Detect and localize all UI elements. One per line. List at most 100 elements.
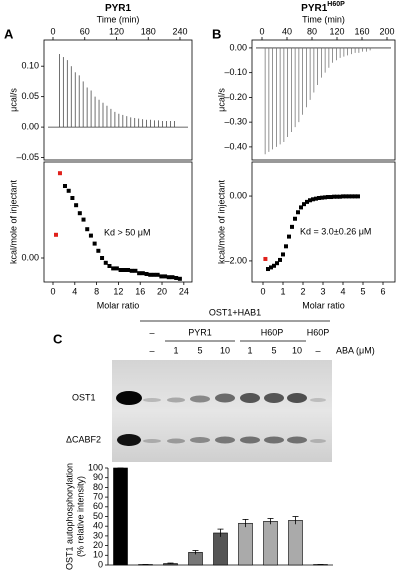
data-point (356, 194, 360, 198)
gel (112, 360, 332, 462)
y-tick-label: –0.05 (16, 152, 39, 162)
y-tick-label: 0.00 (21, 252, 39, 262)
plot-frame (252, 40, 395, 160)
y-axis-label: μcal/s (216, 88, 226, 112)
data-point (148, 273, 152, 277)
gel-group: H60P (307, 327, 330, 337)
y-axis-label: kcal/mole of injectant (216, 179, 226, 264)
y-tick-label: 80 (93, 482, 103, 492)
x-axis-label: Molar ratio (97, 300, 140, 310)
data-point (133, 269, 137, 273)
aba-dose: – (149, 345, 154, 355)
chart-title: PYR1H60P (301, 1, 345, 14)
y-tick-label: 0.00 (21, 121, 39, 131)
aba-dose: 5 (271, 345, 276, 355)
data-point (78, 211, 82, 215)
title-superscript: H60P (327, 1, 345, 8)
data-point (107, 264, 111, 268)
data-point (159, 274, 163, 278)
y-tick-label: 70 (93, 491, 103, 501)
data-point (156, 273, 160, 277)
data-point (293, 217, 297, 221)
data-point (82, 218, 86, 222)
plot-frame (44, 40, 192, 160)
band-label: OST1 (72, 392, 96, 402)
y-tick-label: 0.00 (229, 190, 247, 200)
data-point (296, 210, 300, 214)
y-tick-label: 0.10 (21, 61, 39, 71)
data-point (58, 171, 62, 175)
x-tick-label: 160 (354, 26, 369, 36)
bar (214, 533, 228, 565)
data-point (290, 225, 294, 229)
x-tick-label: 4 (72, 286, 77, 296)
aba-dose: 10 (292, 345, 302, 355)
y-tick-label: –0.30 (224, 117, 247, 127)
x-tick-label: 24 (179, 286, 189, 296)
gel-group: H60P (261, 327, 284, 337)
x-tick-label: 200 (379, 26, 394, 36)
panel-letter: C (53, 331, 63, 346)
plot-frame (44, 162, 192, 282)
annotation: Kd > 50 μM (104, 227, 150, 237)
x-tick-label: 180 (141, 26, 156, 36)
x-tick-label: 6 (380, 286, 385, 296)
bar (239, 523, 253, 565)
data-point (130, 269, 134, 273)
x-tick-label: 8 (94, 286, 99, 296)
data-point (96, 249, 100, 253)
aba-dose: 1 (173, 345, 178, 355)
data-point (104, 261, 108, 265)
y-tick-label: 20 (93, 540, 103, 550)
y-tick-label: 10 (93, 550, 103, 560)
aba-dose: – (315, 345, 320, 355)
y-tick-label: –0.40 (224, 141, 247, 151)
y-tick-label: 60 (93, 501, 103, 511)
title-text: PYR1 (301, 3, 328, 14)
y-tick-label: 0.05 (21, 91, 39, 101)
x-tick-label: 120 (329, 26, 344, 36)
x-tick-label: 4 (340, 286, 345, 296)
data-point (74, 203, 78, 207)
x-tick-label: 60 (80, 26, 90, 36)
data-point (170, 275, 174, 279)
band-label: ΔCABF2 (66, 434, 101, 444)
panel-letter: A (4, 26, 14, 41)
data-point (119, 268, 123, 272)
gel-group: – (149, 327, 154, 337)
x-tick-label: 80 (307, 26, 317, 36)
y-tick-label: 90 (93, 472, 103, 482)
x-tick-label: 3 (320, 286, 325, 296)
aba-dose: 1 (247, 345, 252, 355)
data-point (67, 189, 71, 193)
data-point (137, 271, 141, 275)
y-tick-label: 0.00 (229, 42, 247, 52)
y-axis-label: kcal/mole of injectant (8, 179, 18, 264)
data-point (145, 272, 149, 276)
data-point (63, 184, 67, 188)
y-tick-label: –0.20 (224, 92, 247, 102)
x-tick-label: 16 (135, 286, 145, 296)
data-point (100, 256, 104, 260)
y-tick-label: –0.10 (224, 67, 247, 77)
data-point (89, 234, 93, 238)
data-point (174, 276, 178, 280)
data-point (111, 266, 115, 270)
x-tick-label: 0 (50, 286, 55, 296)
data-point (70, 196, 74, 200)
x-tick-label: 1 (280, 286, 285, 296)
x-tick-label: 2 (300, 286, 305, 296)
x-tick-label: 0 (260, 286, 265, 296)
y-tick-label: 0 (98, 559, 103, 569)
x-tick-label: 20 (157, 286, 167, 296)
data-point (54, 233, 58, 237)
y-tick-label: 50 (93, 511, 103, 521)
bar (114, 468, 128, 565)
aba-label: ABA (μM) (336, 345, 375, 355)
y-axis-label: (% relative intensity) (75, 476, 85, 557)
gel-group: PYR1 (188, 327, 212, 337)
data-point (126, 268, 130, 272)
gel-header: OST1+HAB1 (209, 307, 261, 317)
y-tick-label: –2.00 (224, 255, 247, 265)
data-point (163, 274, 167, 278)
